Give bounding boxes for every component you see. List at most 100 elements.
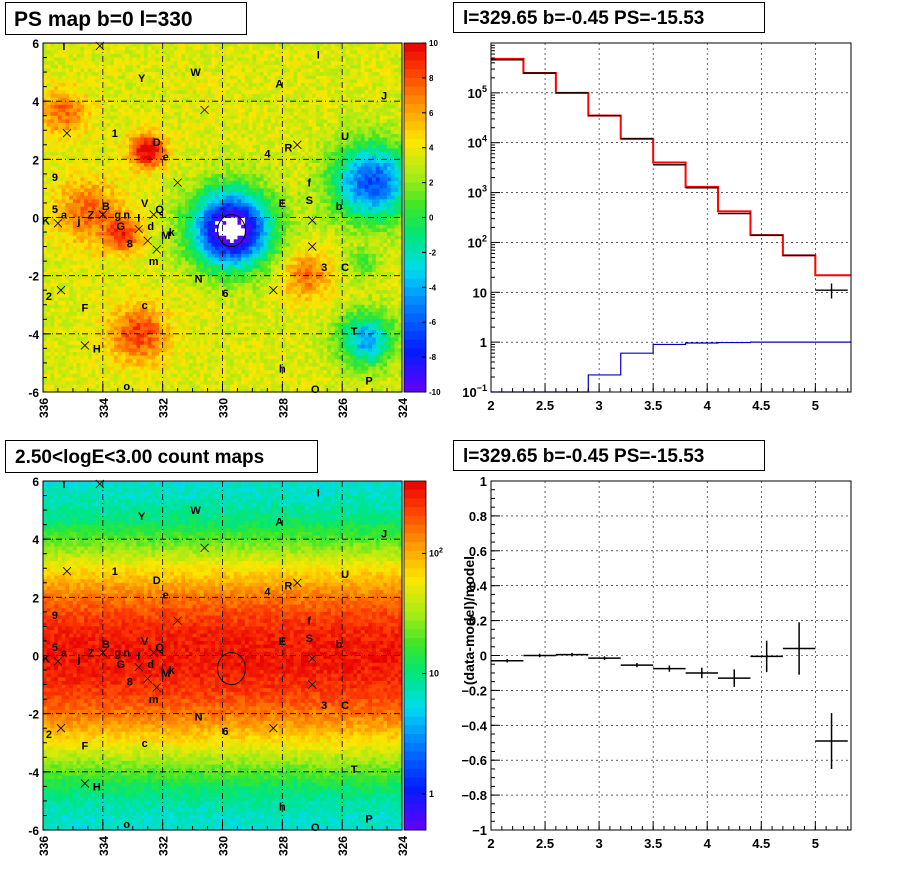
ps-map-cell (170, 268, 175, 273)
ps-map-cell (117, 122, 123, 128)
ps-map-cell (192, 162, 197, 168)
ps-map-cell (80, 348, 85, 353)
ps-map-cell (177, 213, 182, 219)
ps-map-cell (110, 388, 115, 393)
ps-map-cell (173, 159, 179, 164)
ps-map-cell (207, 286, 212, 291)
ps-map-cell (72, 50, 78, 55)
ps-map-cell (65, 101, 70, 106)
ps-map-cell (72, 213, 78, 219)
ps-map-cell (102, 144, 108, 150)
ps-map-cell (226, 322, 231, 328)
ps-map-cell (203, 337, 209, 342)
ps-map-cell (177, 181, 182, 186)
ps-map-cell (229, 130, 235, 135)
ps-map-cell (158, 104, 164, 110)
ps-map-cell (110, 104, 115, 110)
ps-map-cell (95, 173, 100, 179)
ps-map-cell (222, 373, 227, 379)
ps-map-cell (229, 192, 235, 197)
ps-map-cell (117, 188, 123, 193)
ps-map-cell (147, 57, 153, 62)
ps-map-cell (129, 359, 134, 364)
ps-map-cell (114, 242, 119, 248)
ps-map-cell (43, 202, 48, 208)
ps-map-cell (102, 93, 108, 99)
ps-map-cell (106, 221, 111, 226)
ps-map-cell (233, 133, 239, 139)
ps-map-cell (69, 104, 74, 110)
ps-map-cell (215, 115, 220, 120)
ps-map-cell (196, 224, 201, 230)
ps-map-cell (218, 152, 224, 157)
ps-map-cell (110, 319, 115, 324)
ps-map-cell (84, 206, 89, 211)
ps-map-cell (61, 293, 67, 299)
ps-map-cell (158, 257, 164, 262)
ps-map-cell (222, 82, 227, 88)
ps-map-cell (188, 119, 194, 124)
ps-map-cell (173, 282, 179, 288)
ps-map-cell (162, 279, 168, 284)
ps-map-cell (72, 192, 78, 197)
ps-map-cell (129, 282, 134, 288)
ps-map-cell (173, 304, 179, 309)
ps-map-cell (110, 224, 115, 230)
ps-map-cell (117, 46, 123, 51)
ps-map-cell (106, 308, 111, 313)
ps-map-cell (155, 188, 160, 193)
ps-map-cell (155, 93, 160, 99)
ps-map-cell (226, 101, 231, 106)
ps-map-cell (121, 202, 126, 208)
ps-map-cell (87, 293, 93, 299)
ps-map-cell (91, 159, 96, 164)
ps-map-cell (114, 177, 119, 182)
ps-map-cell (147, 352, 153, 357)
ps-map-cell (46, 173, 52, 179)
ps-map-cell (218, 155, 224, 160)
ps-map-cell (207, 333, 212, 339)
ps-map-cell (143, 213, 149, 219)
ps-map-cell (200, 337, 205, 342)
ps-map-cell (185, 86, 190, 91)
ps-map-cell (166, 242, 171, 248)
ps-map-cell (50, 373, 55, 379)
ps-map-cell (80, 130, 85, 135)
ps-map-cell (132, 279, 138, 284)
ps-map-cell (177, 341, 182, 346)
ps-map-cell (50, 202, 55, 208)
ps-map-cell (65, 297, 70, 302)
ps-map-cell (54, 384, 59, 389)
ps-map-cell (155, 362, 160, 368)
ps-map-cell (57, 286, 63, 291)
ps-map-cell (99, 366, 104, 371)
ps-map-cell (136, 122, 141, 128)
ps-map-cell (147, 384, 153, 389)
ps-map-cell (132, 286, 138, 291)
ps-map-cell (151, 261, 156, 266)
ps-map-cell (117, 75, 123, 80)
ps-map-cell (229, 115, 235, 120)
ps-map-cell (106, 377, 111, 382)
ps-map-cell (207, 93, 212, 99)
ps-map-cell (80, 344, 85, 349)
ps-map-cell (117, 162, 123, 168)
ps-map-cell (155, 228, 160, 233)
ps-map-cell (207, 308, 212, 313)
ps-map-cell (200, 162, 205, 168)
ps-map-cell (69, 293, 74, 299)
ps-map-cell (177, 43, 182, 48)
ps-map-cell (65, 108, 70, 113)
ps-map-cell (211, 162, 216, 168)
ps-map-cell (57, 373, 63, 379)
ps-map-cell (65, 166, 70, 171)
ps-map-cell (117, 362, 123, 368)
ps-map-cell (61, 141, 67, 146)
ps-map-cell (106, 177, 111, 182)
ps-map-cell (158, 224, 164, 230)
ps-map-cell (233, 148, 239, 153)
ps-map-cell (233, 362, 239, 368)
ps-map-cell (61, 319, 67, 324)
ps-map-cell (181, 68, 186, 73)
ps-map-cell (151, 275, 156, 280)
